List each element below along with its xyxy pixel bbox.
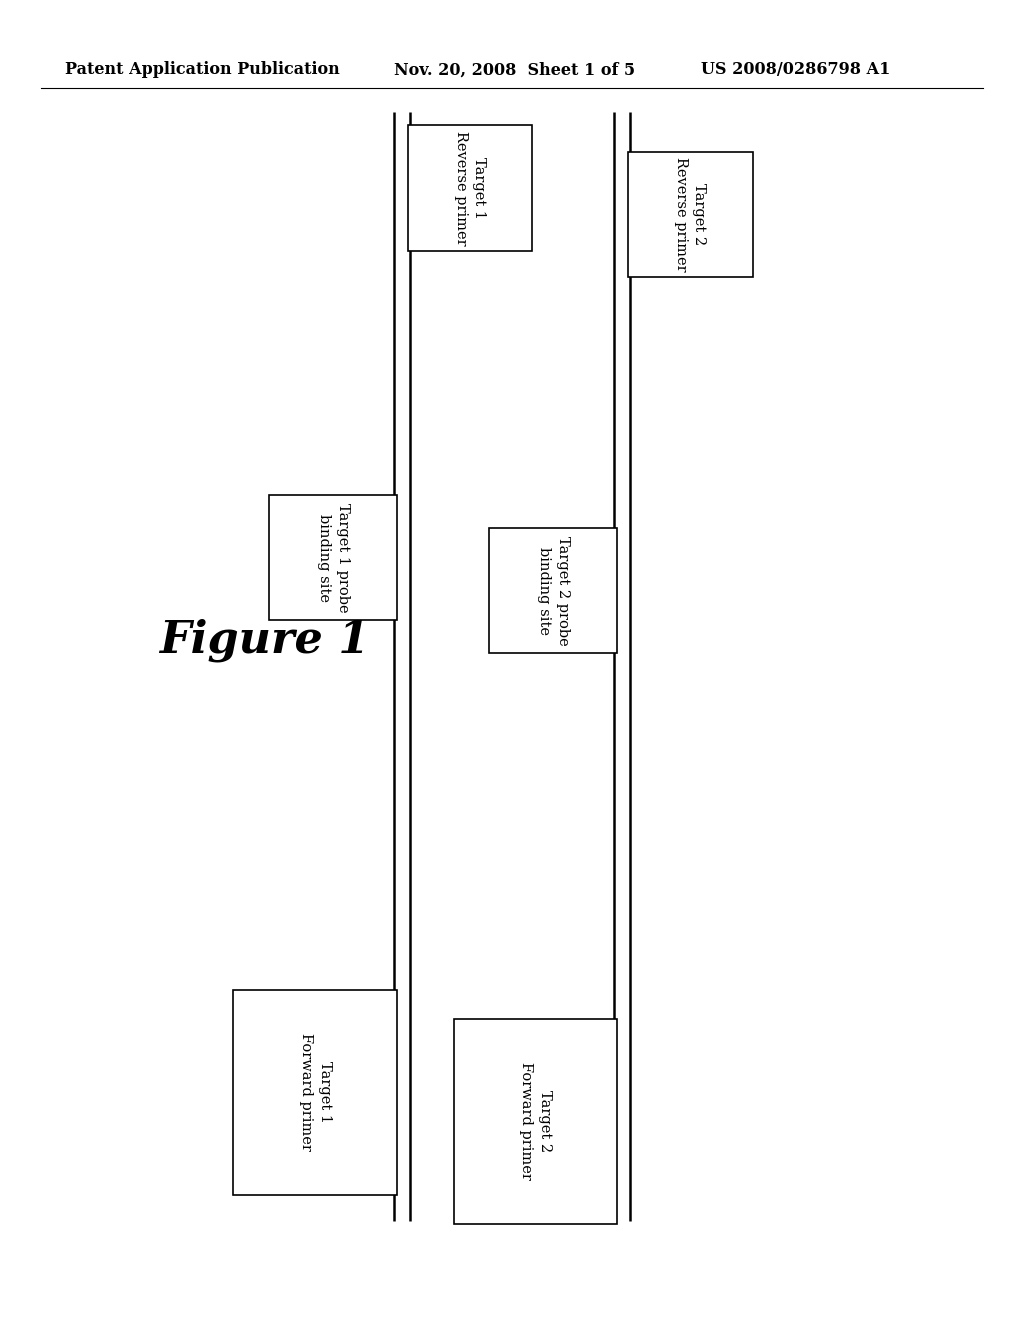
Text: Target 1 probe
binding site: Target 1 probe binding site (317, 503, 349, 612)
Text: Target 1
Forward primer: Target 1 Forward primer (299, 1034, 332, 1151)
Text: Figure 1: Figure 1 (159, 619, 369, 661)
Bar (269, 495, 397, 620)
Bar (454, 1019, 617, 1224)
Text: Patent Application Publication: Patent Application Publication (65, 62, 339, 78)
Text: Nov. 20, 2008  Sheet 1 of 5: Nov. 20, 2008 Sheet 1 of 5 (394, 62, 635, 78)
Text: Target 2
Reverse primer: Target 2 Reverse primer (674, 157, 707, 272)
Bar (489, 528, 617, 653)
Text: Target 2 probe
binding site: Target 2 probe binding site (538, 536, 569, 645)
Text: US 2008/0286798 A1: US 2008/0286798 A1 (701, 62, 891, 78)
Text: Target 2
Forward primer: Target 2 Forward primer (519, 1063, 552, 1180)
Bar (628, 152, 753, 277)
Text: Target 1
Reverse primer: Target 1 Reverse primer (454, 131, 486, 246)
Bar (408, 125, 532, 251)
Bar (233, 990, 397, 1195)
